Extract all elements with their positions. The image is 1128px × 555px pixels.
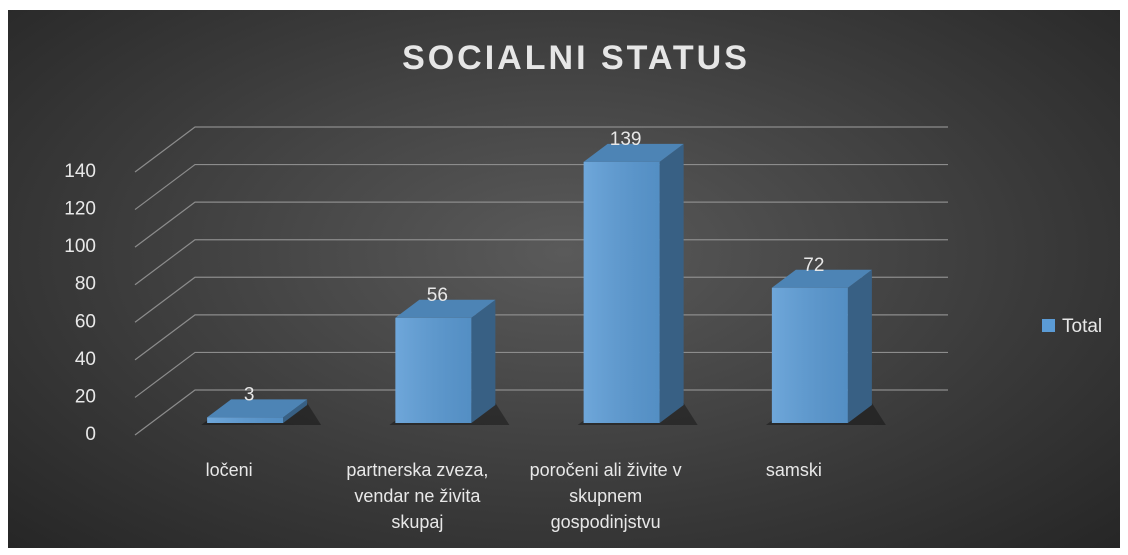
x-tick-label: partnerska zveza, vendar ne živita skupa… [346, 460, 489, 532]
legend-label: Total [1062, 316, 1102, 337]
bar-top [207, 399, 308, 418]
bar-top [395, 299, 496, 318]
bar-top [771, 269, 872, 288]
grid-line [134, 389, 948, 436]
grid-line [134, 351, 948, 398]
legend-swatch [1042, 319, 1055, 332]
grid-line [134, 201, 948, 248]
bar-side [847, 269, 872, 423]
y-tick-label: 100 [64, 236, 96, 257]
bar-shade [771, 287, 848, 423]
data-label: 56 [427, 285, 448, 306]
y-tick-label: 20 [75, 386, 96, 407]
x-tick-label: ločeni [205, 460, 253, 480]
grid-line [134, 314, 948, 361]
bar-side [283, 399, 308, 423]
data-label: 3 [244, 384, 255, 405]
data-label: 72 [803, 255, 824, 276]
x-tick-label: poročeni ali živite v skupnem gospodinjs… [529, 460, 682, 532]
grid-line [134, 126, 948, 173]
bar-side [471, 299, 496, 423]
y-tick-label: 60 [75, 311, 96, 332]
grid-line [134, 239, 948, 286]
data-label: 139 [610, 129, 642, 150]
grid-line [134, 276, 948, 323]
bar-shade [207, 417, 284, 423]
y-tick-label: 0 [85, 424, 96, 445]
grid-line [134, 163, 948, 211]
y-tick-label: 120 [64, 199, 96, 220]
y-tick-label: 140 [64, 161, 96, 182]
bar-top [583, 143, 684, 162]
bar-shade [583, 161, 660, 423]
x-tick-label: samski [765, 460, 822, 480]
y-tick-label: 80 [75, 274, 96, 295]
y-tick-label: 40 [75, 349, 96, 370]
bar-shade [395, 317, 472, 423]
chart-title: SOCIALNI STATUS [402, 39, 750, 77]
bar-side [659, 143, 684, 423]
